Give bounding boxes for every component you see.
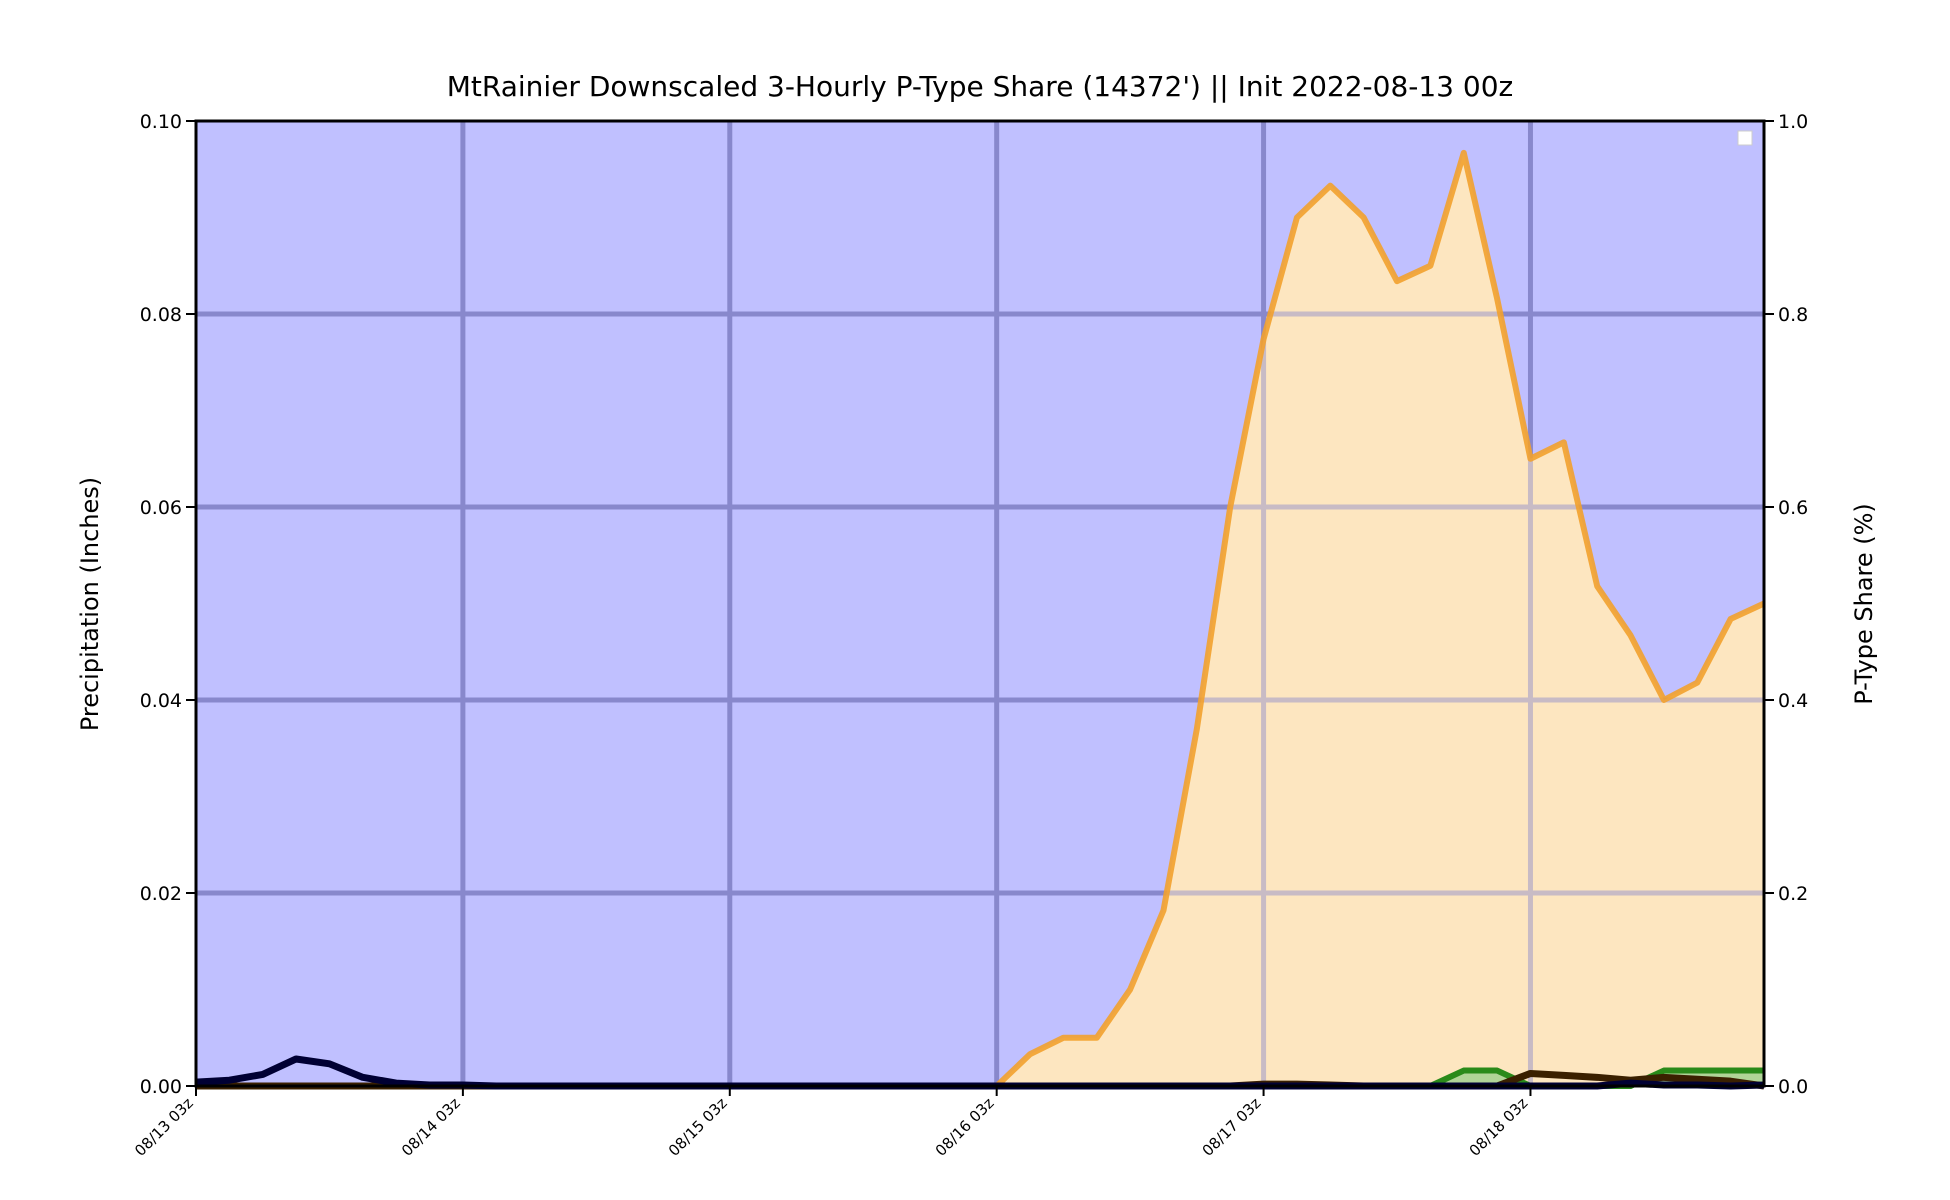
y-axis-label-left: Precipitation (Inches): [76, 477, 104, 731]
y-tick-label-right: 0.0: [1778, 1076, 1808, 1098]
plot-area: 0.00 0.02 0.04 0.06 0.08 0.10 0.0 0.2 0.4 0.6 0.8 1…: [131, 111, 1808, 1160]
x-tick-label: 08/15 03z: [665, 1094, 731, 1160]
y-tick-label-left: 0.10: [140, 111, 182, 133]
x-tick-label: 08/17 03z: [1199, 1094, 1265, 1160]
y-tick-label-right: 0.6: [1778, 497, 1808, 519]
y-tick-label-right: 0.4: [1778, 690, 1808, 712]
y-tick-label-left: 0.08: [140, 304, 182, 326]
y-tick-label-left: 0.00: [140, 1076, 182, 1098]
y-tick-label-right: 0.2: [1778, 883, 1808, 905]
y-tick-label-left: 0.06: [140, 497, 182, 519]
y-tick-label-right: 0.8: [1778, 304, 1808, 326]
x-tick-label: 08/18 03z: [1466, 1094, 1532, 1160]
plot-frame: [194, 119, 1766, 1088]
x-tick-label: 08/14 03z: [398, 1094, 464, 1160]
y-axis-label-right: P-Type Share (%): [1850, 503, 1878, 705]
y-tick-label-left: 0.02: [140, 883, 182, 905]
rain-share-overlay: [196, 152, 1764, 1087]
y-tick-label-right: 1.0: [1778, 111, 1808, 133]
y-tick-label-left: 0.04: [140, 690, 182, 712]
x-tick-label: 08/13 03z: [131, 1094, 197, 1160]
legend-box: [1737, 130, 1753, 146]
x-tick-label: 08/16 03z: [932, 1094, 998, 1160]
chart-title: MtRainier Downscaled 3-Hourly P-Type Sha…: [447, 70, 1513, 103]
